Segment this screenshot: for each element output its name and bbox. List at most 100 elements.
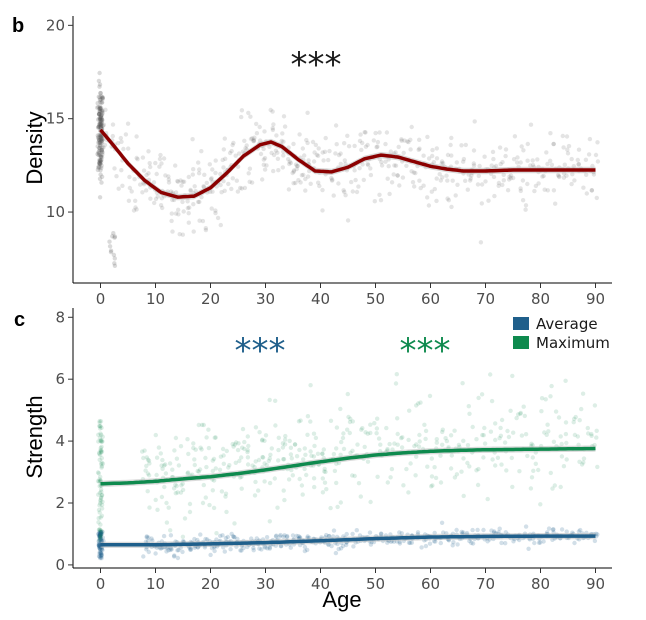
data-point (311, 454, 317, 459)
data-point (564, 173, 569, 178)
data-point (242, 185, 248, 191)
data-point (175, 178, 180, 184)
data-point (96, 541, 102, 546)
data-point (421, 153, 426, 158)
data-point (98, 532, 104, 537)
data-point (461, 493, 466, 499)
data-point (191, 167, 196, 172)
data-point (155, 194, 160, 199)
data-point (385, 447, 390, 452)
data-point (434, 437, 439, 442)
data-point (215, 215, 221, 221)
data-point (471, 163, 477, 168)
data-point (528, 486, 534, 491)
data-point (232, 442, 238, 447)
data-point (98, 143, 103, 148)
data-point (324, 487, 329, 492)
data-point (239, 114, 244, 120)
data-point (422, 422, 427, 427)
data-point (97, 153, 103, 158)
data-point (389, 180, 395, 185)
data-point (170, 229, 175, 234)
data-point (441, 530, 446, 535)
y-tick-label: 2 (55, 494, 65, 512)
data-point (98, 106, 103, 111)
data-point (96, 124, 102, 129)
data-point (197, 467, 203, 472)
data-point (177, 232, 182, 237)
data-point (305, 432, 310, 437)
data-point (218, 454, 224, 459)
data-point (260, 437, 265, 442)
data-point (320, 451, 325, 457)
data-point (98, 114, 104, 119)
data-point (144, 547, 149, 552)
data-point (405, 139, 410, 144)
data-point (386, 164, 391, 169)
data-point (280, 445, 286, 450)
data-point (161, 533, 167, 539)
data-point (446, 198, 451, 203)
data-point (430, 153, 435, 159)
data-point (360, 426, 365, 431)
data-point (95, 151, 100, 157)
x-tick-label: 40 (311, 575, 330, 593)
data-point (406, 437, 411, 443)
data-point (97, 533, 102, 538)
data-point (470, 424, 475, 430)
data-point (523, 203, 529, 208)
data-point (176, 547, 181, 553)
data-point (404, 163, 409, 168)
panel-b-y-axis-label: Density (22, 111, 47, 184)
data-point (338, 406, 343, 412)
data-point (416, 401, 421, 406)
data-point (226, 465, 231, 470)
data-point (550, 527, 556, 532)
data-point (338, 151, 343, 156)
data-point (97, 527, 103, 532)
data-point (412, 443, 417, 449)
data-point (297, 476, 302, 482)
data-point (433, 539, 438, 544)
data-point (443, 436, 448, 441)
data-point (218, 182, 223, 188)
data-point (96, 117, 101, 122)
data-point (97, 503, 102, 508)
data-point (99, 136, 104, 142)
data-point (548, 131, 553, 136)
data-point (493, 437, 498, 443)
data-point (302, 544, 308, 550)
data-point (99, 531, 105, 536)
data-point (530, 158, 535, 163)
data-point (229, 531, 234, 537)
data-point (110, 122, 116, 127)
data-point (579, 406, 584, 412)
data-point (121, 146, 126, 152)
data-point (350, 419, 355, 424)
data-point (341, 446, 347, 452)
data-point (96, 150, 101, 155)
data-point (116, 186, 121, 191)
x-tick-label: 70 (476, 575, 495, 593)
data-point (551, 527, 556, 532)
data-point (246, 443, 251, 449)
data-point (451, 540, 456, 545)
data-point (185, 199, 190, 204)
data-point (188, 547, 193, 552)
data-point (342, 158, 347, 163)
data-point (219, 190, 224, 195)
data-point (98, 160, 104, 165)
data-point (99, 147, 105, 153)
data-point (564, 134, 570, 139)
data-point (397, 183, 402, 188)
data-point (284, 534, 290, 540)
data-point (171, 554, 177, 559)
x-tick-label: 50 (366, 290, 385, 308)
data-point (497, 145, 503, 150)
data-point (268, 452, 273, 457)
data-point (467, 411, 472, 416)
data-point (95, 167, 101, 173)
data-point (580, 391, 586, 396)
data-point (348, 416, 353, 421)
data-point (416, 444, 422, 449)
